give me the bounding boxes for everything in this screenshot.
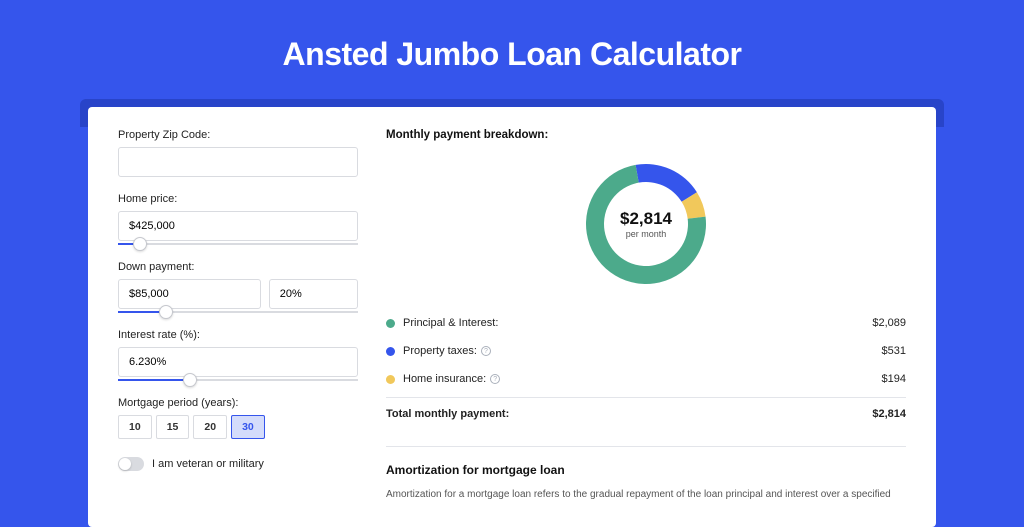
interest-input[interactable] [118,347,358,377]
down-payment-label: Down payment: [118,261,358,273]
calculator-card: Property Zip Code: Home price: Down paym… [88,107,936,527]
veteran-toggle[interactable] [118,457,144,471]
down-payment-field-group: Down payment: [118,261,358,313]
breakdown-value: $2,089 [872,317,906,329]
period-options: 10152030 [118,415,358,439]
home-price-input[interactable] [118,211,358,241]
breakdown-row: Principal & Interest:$2,089 [386,309,906,337]
breakdown-column: Monthly payment breakdown: $2,814 per mo… [386,129,906,505]
period-option-10[interactable]: 10 [118,415,152,439]
legend-dot [386,347,395,356]
home-price-slider[interactable] [118,243,358,245]
period-option-20[interactable]: 20 [193,415,227,439]
down-payment-slider-thumb[interactable] [159,305,173,319]
period-option-30[interactable]: 30 [231,415,265,439]
interest-slider-thumb[interactable] [183,373,197,387]
zip-input[interactable] [118,147,358,177]
breakdown-total-label: Total monthly payment: [386,408,872,420]
donut-amount: $2,814 [620,209,672,229]
zip-label: Property Zip Code: [118,129,358,141]
breakdown-total-row: Total monthly payment:$2,814 [386,397,906,428]
interest-slider-fill [118,379,190,381]
breakdown-total-value: $2,814 [872,408,906,420]
legend-dot [386,319,395,328]
breakdown-list: Principal & Interest:$2,089Property taxe… [386,309,906,428]
interest-slider[interactable] [118,379,358,381]
home-price-slider-thumb[interactable] [133,237,147,251]
breakdown-value: $194 [882,373,906,385]
down-payment-pct-input[interactable] [269,279,358,309]
donut-chart: $2,814 per month [581,159,711,289]
period-field-group: Mortgage period (years): 10152030 [118,397,358,439]
home-price-field-group: Home price: [118,193,358,245]
donut-sub: per month [620,229,672,239]
breakdown-row: Property taxes:?$531 [386,337,906,365]
period-label: Mortgage period (years): [118,397,358,409]
amortization-title: Amortization for mortgage loan [386,463,906,477]
donut-chart-wrap: $2,814 per month [386,151,906,303]
down-payment-slider[interactable] [118,311,358,313]
veteran-row: I am veteran or military [118,457,358,471]
interest-label: Interest rate (%): [118,329,358,341]
breakdown-heading: Monthly payment breakdown: [386,129,906,141]
amortization-section: Amortization for mortgage loan Amortizat… [386,446,906,502]
veteran-toggle-knob [119,458,131,470]
info-icon[interactable]: ? [481,346,491,356]
period-option-15[interactable]: 15 [156,415,190,439]
donut-slice-taxes [636,164,697,202]
legend-dot [386,375,395,384]
breakdown-value: $531 [882,345,906,357]
breakdown-label: Property taxes:? [403,345,882,357]
info-icon[interactable]: ? [490,374,500,384]
down-payment-input[interactable] [118,279,261,309]
page-title: Ansted Jumbo Loan Calculator [0,0,1024,99]
form-column: Property Zip Code: Home price: Down paym… [118,129,358,505]
donut-center: $2,814 per month [620,209,672,239]
veteran-label: I am veteran or military [152,458,264,470]
zip-field-group: Property Zip Code: [118,129,358,177]
interest-field-group: Interest rate (%): [118,329,358,381]
breakdown-row: Home insurance:?$194 [386,365,906,393]
breakdown-label: Principal & Interest: [403,317,872,329]
home-price-label: Home price: [118,193,358,205]
amortization-body: Amortization for a mortgage loan refers … [386,487,906,502]
breakdown-label: Home insurance:? [403,373,882,385]
